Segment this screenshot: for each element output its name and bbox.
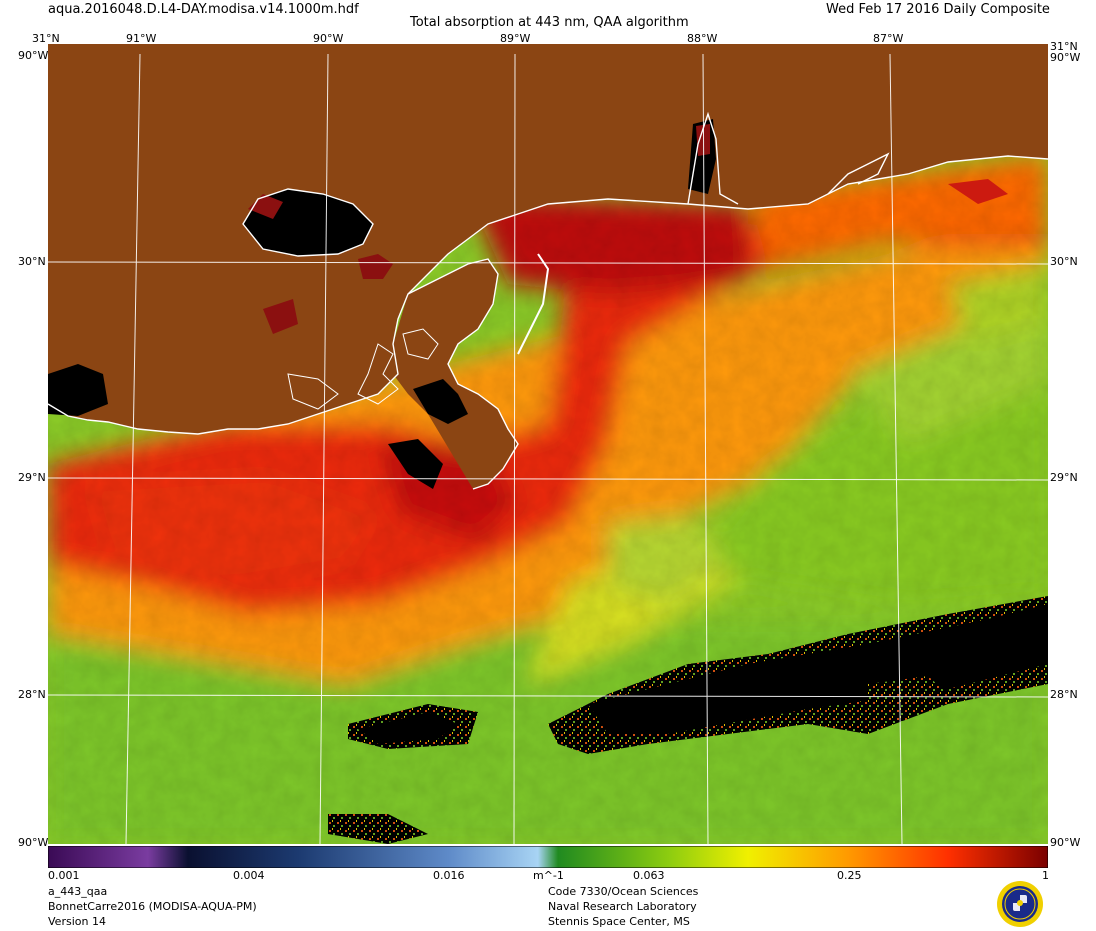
lake-borgne bbox=[358, 254, 393, 279]
date-label: Wed Feb 17 2016 Daily Composite bbox=[826, 2, 1050, 17]
variable-name: a_443_qaa bbox=[48, 885, 108, 898]
org-line-1: Code 7330/Ocean Sciences bbox=[548, 885, 699, 898]
lon-label-top-88: 88°W bbox=[687, 32, 718, 45]
corner-label-bottom-right: 90°W bbox=[1050, 836, 1081, 849]
colorbar-tick-4: 0.25 bbox=[837, 869, 862, 882]
colorbar bbox=[48, 846, 1048, 868]
colorbar-tick-5: 1 bbox=[1042, 869, 1049, 882]
lat-label-left-28: 28°N bbox=[18, 688, 46, 701]
corner-label-bottom-left: 90°W bbox=[18, 836, 49, 849]
lon-label-top-87: 87°W bbox=[873, 32, 904, 45]
org-line-3: Stennis Space Center, MS bbox=[548, 915, 690, 928]
nrl-seal-logo bbox=[997, 881, 1043, 927]
colorbar-tick-2: 0.016 bbox=[433, 869, 465, 882]
lon-label-top-91: 91°W bbox=[126, 32, 157, 45]
cloud-mask-layer bbox=[328, 596, 1048, 844]
birdsfoot-delta bbox=[393, 259, 518, 489]
version-label: Version 14 bbox=[48, 915, 106, 928]
satellite-map bbox=[48, 44, 1048, 844]
lat-label-right-29: 29°N bbox=[1050, 471, 1078, 484]
louisiana-land bbox=[48, 44, 1048, 434]
product-title: Total absorption at 443 nm, QAA algorith… bbox=[410, 15, 689, 30]
lat-label-left-29: 29°N bbox=[18, 471, 46, 484]
corner-label-top-right: 90°W bbox=[1050, 51, 1081, 64]
lon-label-top-89: 89°W bbox=[500, 32, 531, 45]
colorbar-tick-0: 0.001 bbox=[48, 869, 80, 882]
lat-label-right-28: 28°N bbox=[1050, 688, 1078, 701]
top-lat-corner-left: 31°N bbox=[32, 32, 60, 45]
colorbar-tick-3: 0.063 bbox=[633, 869, 665, 882]
lon-label-top-90: 90°W bbox=[313, 32, 344, 45]
coastline-layer bbox=[48, 111, 1048, 490]
graticule bbox=[48, 53, 1048, 844]
colorbar-tick-1: 0.004 bbox=[233, 869, 265, 882]
dataset-name: BonnetCarre2016 (MODISA-AQUA-PM) bbox=[48, 900, 257, 913]
corner-label-top-left: 90°W bbox=[18, 49, 49, 62]
top-lat-corner-right: 31°N bbox=[1050, 40, 1078, 53]
colorbar-unit: m^-1 bbox=[533, 869, 564, 882]
org-line-2: Naval Research Laboratory bbox=[548, 900, 697, 913]
land-layer bbox=[48, 44, 1048, 489]
file-name: aqua.2016048.D.L4-DAY.modisa.v14.1000m.h… bbox=[48, 2, 359, 17]
lat-label-right-30: 30°N bbox=[1050, 255, 1078, 268]
lat-label-left-30: 30°N bbox=[18, 255, 46, 268]
